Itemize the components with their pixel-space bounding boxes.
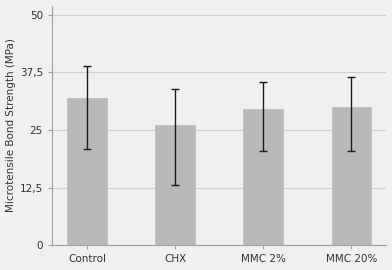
Bar bbox=[67, 98, 107, 245]
Bar bbox=[243, 109, 283, 245]
Bar bbox=[155, 126, 195, 245]
Bar bbox=[332, 107, 371, 245]
Y-axis label: Microtensile Bond Strength (MPa): Microtensile Bond Strength (MPa) bbox=[5, 39, 16, 212]
